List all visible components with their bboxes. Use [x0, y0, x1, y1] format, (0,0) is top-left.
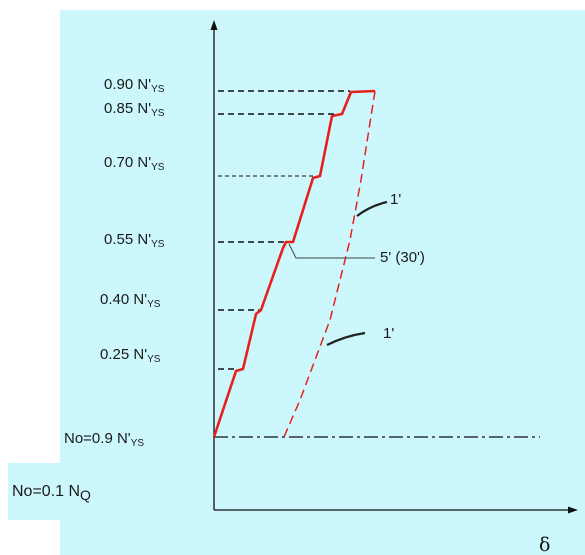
- x-axis-label: δ: [539, 534, 550, 555]
- base-load-label: No=0.1 NQ: [12, 483, 91, 503]
- base-load-background: [8, 463, 70, 520]
- x-axis-arrow: [568, 506, 578, 514]
- hold-label: 5' (30'): [380, 249, 425, 266]
- diagram-background: [60, 10, 585, 555]
- hold-leader: [288, 243, 375, 259]
- upper-unload-label: 1': [390, 191, 401, 208]
- level-label-085: 0.85 N'YS: [104, 100, 165, 119]
- level-label-025: 0.25 N'YS: [100, 346, 161, 365]
- level-label-090: 0.90 N'YS: [104, 76, 165, 95]
- level-label-070: 0.70 N'YS: [104, 154, 165, 173]
- lower-unload-label: 1': [383, 325, 394, 342]
- lower-unload-leader: [326, 331, 366, 346]
- unloading-path: [283, 90, 376, 438]
- y-axis-arrow: [210, 20, 218, 30]
- loading-path: [212, 89, 376, 438]
- level-label-055: 0.55 N'YS: [104, 231, 165, 250]
- initial-load-label: No=0.9 N'YS: [64, 430, 144, 449]
- level-label-040: 0.40 N'YS: [100, 291, 161, 310]
- upper-unload-leader: [356, 200, 388, 217]
